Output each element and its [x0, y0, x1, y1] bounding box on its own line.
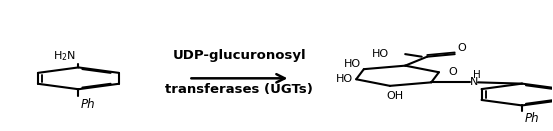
- Text: UDP-glucuronosyl: UDP-glucuronosyl: [173, 49, 306, 62]
- Text: HO: HO: [372, 49, 389, 59]
- Text: HO: HO: [344, 59, 361, 69]
- Text: N: N: [470, 77, 478, 87]
- Text: transferases (UGTs): transferases (UGTs): [165, 83, 314, 96]
- Text: HO: HO: [336, 74, 353, 84]
- Text: Ph: Ph: [525, 112, 539, 125]
- Text: O: O: [449, 67, 457, 77]
- Text: OH: OH: [387, 91, 404, 101]
- Text: H$_2$N: H$_2$N: [53, 49, 76, 63]
- Text: Ph: Ph: [81, 98, 96, 111]
- Text: O: O: [457, 43, 466, 53]
- Text: H: H: [472, 70, 481, 80]
